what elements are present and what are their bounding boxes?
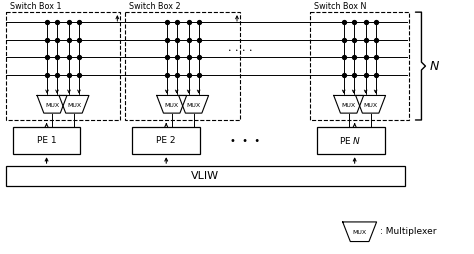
Text: MUX: MUX — [45, 103, 59, 108]
Bar — [13, 127, 81, 154]
Text: . . . .: . . . . — [228, 43, 252, 53]
Bar — [125, 12, 240, 120]
Text: MUX: MUX — [67, 103, 81, 108]
Text: MUX: MUX — [353, 230, 367, 235]
Text: VLIW: VLIW — [191, 171, 219, 181]
Bar — [6, 12, 120, 120]
Text: PE $N$: PE $N$ — [339, 135, 362, 146]
Polygon shape — [334, 96, 364, 113]
Polygon shape — [157, 96, 187, 113]
Text: Switch Box N: Switch Box N — [314, 2, 366, 11]
Polygon shape — [356, 96, 385, 113]
Text: MUX: MUX — [187, 103, 201, 108]
Text: •  •  •: • • • — [230, 136, 260, 146]
Polygon shape — [37, 96, 67, 113]
Text: MUX: MUX — [364, 103, 378, 108]
Bar — [317, 127, 384, 154]
Text: MUX: MUX — [342, 103, 356, 108]
Bar — [132, 127, 200, 154]
Text: PE 1: PE 1 — [37, 136, 56, 145]
Polygon shape — [59, 96, 89, 113]
Bar — [310, 12, 410, 120]
Text: Switch Box 2: Switch Box 2 — [129, 2, 181, 11]
Text: : Multiplexer: : Multiplexer — [380, 227, 436, 236]
Text: PE 2: PE 2 — [156, 136, 176, 145]
Bar — [6, 166, 404, 186]
Polygon shape — [179, 96, 209, 113]
Text: Switch Box 1: Switch Box 1 — [9, 2, 61, 11]
Text: MUX: MUX — [164, 103, 179, 108]
Text: $N$: $N$ — [429, 60, 440, 73]
Polygon shape — [343, 222, 376, 242]
